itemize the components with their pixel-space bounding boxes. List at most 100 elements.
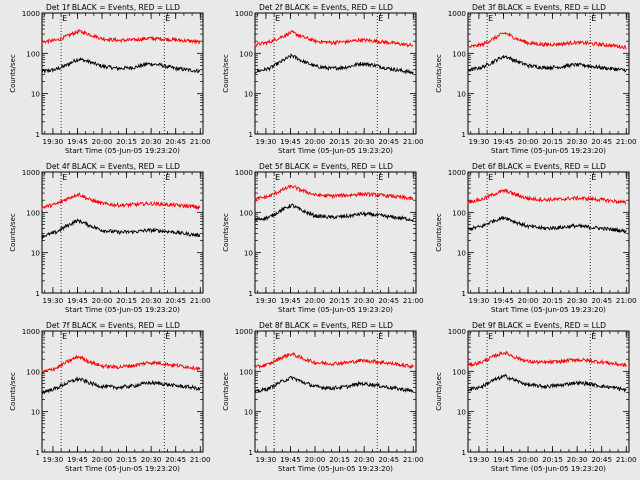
event-marker-label: E: [62, 173, 67, 182]
y-tick-label: 1000: [235, 168, 254, 177]
series-lld-line: [41, 354, 201, 374]
chart-title: Det 6f BLACK = Events, RED = LLD: [472, 162, 606, 171]
x-tick-label: 20:15: [116, 455, 137, 464]
chart-panel-8: Det 8f BLACK = Events, RED = LLD 1 10 100 10…: [222, 321, 424, 473]
y-tick-label: 10: [457, 90, 467, 99]
x-tick-label: 20:30: [141, 137, 162, 146]
y-tick-label: 100: [452, 367, 466, 376]
event-marker-label: E: [378, 14, 383, 23]
x-tick-label: 20:15: [116, 137, 137, 146]
x-tick-label: 19:45: [67, 455, 88, 464]
chart-title: Det 1f BLACK = Events, RED = LLD: [46, 3, 180, 12]
event-marker-label: E: [275, 173, 280, 182]
x-tick-label: 19:45: [67, 137, 88, 146]
event-marker-label: E: [488, 173, 493, 182]
plot-frame: [467, 171, 630, 294]
y-tick-label: 100: [26, 208, 40, 217]
series-events-line: [41, 218, 201, 240]
event-marker-label: E: [275, 14, 280, 23]
x-tick-label: 19:45: [280, 296, 301, 305]
x-tick-label: 19:30: [469, 455, 490, 464]
x-tick-label: 20:45: [591, 296, 612, 305]
x-tick-label: 21:00: [190, 455, 211, 464]
series-lld-line: [254, 29, 414, 48]
plot-frame: [467, 12, 630, 135]
y-axis-label: Counts/sec: [222, 213, 230, 252]
y-tick-label: 100: [452, 49, 466, 58]
chart-title: Det 8f BLACK = Events, RED = LLD: [259, 321, 393, 330]
x-tick-label: 21:00: [616, 137, 637, 146]
event-marker-label: E: [62, 332, 67, 341]
y-tick-label: 1: [461, 289, 466, 298]
y-tick-label: 1: [461, 448, 466, 457]
chart-panel-4: Det 4f BLACK = Events, RED = LLD 1 10 100 10…: [9, 162, 211, 314]
plot-frame: [254, 12, 417, 135]
series-events-line: [467, 55, 627, 73]
series-lld-line: [41, 28, 201, 45]
y-tick-label: 1000: [448, 168, 467, 177]
chart-panel-2: Det 2f BLACK = Events, RED = LLD 1 10 100 10…: [222, 3, 424, 155]
x-tick-label: 19:45: [280, 455, 301, 464]
event-marker-label: E: [165, 14, 170, 23]
x-tick-label: 20:00: [92, 296, 113, 305]
x-tick-label: 19:45: [493, 137, 514, 146]
event-marker-label: E: [275, 332, 280, 341]
chart-title: Det 9f BLACK = Events, RED = LLD: [472, 321, 606, 330]
x-tick-label: 20:00: [518, 137, 539, 146]
x-axis-label: Start Time (05-Jun-05 19:23:20): [65, 305, 180, 314]
y-axis-label: Counts/sec: [222, 372, 230, 411]
x-tick-label: 20:30: [354, 137, 375, 146]
series-lld-line: [467, 350, 627, 368]
chart-panel-9: Det 9f BLACK = Events, RED = LLD 1 10 100 10…: [435, 321, 637, 473]
x-tick-label: 21:00: [190, 137, 211, 146]
event-marker-label: E: [378, 332, 383, 341]
y-tick-label: 1: [248, 289, 253, 298]
y-tick-label: 100: [452, 208, 466, 217]
event-marker-label: E: [488, 332, 493, 341]
x-tick-label: 21:00: [616, 296, 637, 305]
event-marker-label: E: [591, 332, 596, 341]
x-tick-label: 19:45: [67, 296, 88, 305]
x-tick-label: 20:45: [165, 296, 186, 305]
y-tick-label: 10: [31, 249, 41, 258]
event-marker-label: E: [165, 332, 170, 341]
y-axis-label: Counts/sec: [222, 54, 230, 93]
event-marker-label: E: [591, 14, 596, 23]
x-tick-label: 20:15: [116, 296, 137, 305]
plot-frame: [254, 171, 417, 294]
series-events-line: [254, 375, 414, 394]
y-tick-label: 10: [457, 249, 467, 258]
x-tick-label: 20:15: [329, 455, 350, 464]
x-tick-label: 20:30: [354, 455, 375, 464]
chart-panel-1: Det 1f BLACK = Events, RED = LLD 1 10 100 10…: [9, 3, 211, 155]
x-tick-label: 21:00: [190, 296, 211, 305]
x-tick-label: 19:30: [43, 455, 64, 464]
x-tick-label: 19:30: [256, 296, 277, 305]
x-tick-label: 20:00: [92, 455, 113, 464]
y-tick-label: 10: [244, 249, 254, 258]
y-axis-label: Counts/sec: [435, 213, 443, 252]
y-tick-label: 100: [26, 49, 40, 58]
x-tick-label: 20:15: [542, 455, 563, 464]
y-tick-label: 10: [244, 90, 254, 99]
series-lld-line: [467, 31, 627, 50]
y-tick-label: 1: [35, 448, 40, 457]
event-marker-label: E: [378, 173, 383, 182]
x-axis-label: Start Time (05-Jun-05 19:23:20): [491, 305, 606, 314]
x-tick-label: 20:00: [305, 296, 326, 305]
chart-panel-7: Det 7f BLACK = Events, RED = LLD 1 10 100 10…: [9, 321, 211, 473]
chart-title: Det 7f BLACK = Events, RED = LLD: [46, 321, 180, 330]
x-tick-label: 21:00: [616, 455, 637, 464]
x-tick-label: 20:30: [141, 455, 162, 464]
x-tick-label: 19:30: [469, 296, 490, 305]
x-tick-label: 19:30: [469, 137, 490, 146]
x-tick-label: 19:45: [493, 296, 514, 305]
x-tick-label: 20:00: [305, 455, 326, 464]
y-tick-label: 10: [244, 408, 254, 417]
y-axis-label: Counts/sec: [9, 54, 17, 93]
x-tick-label: 19:30: [256, 455, 277, 464]
y-tick-label: 100: [26, 367, 40, 376]
plot-frame: [41, 171, 204, 294]
x-tick-label: 19:30: [43, 137, 64, 146]
